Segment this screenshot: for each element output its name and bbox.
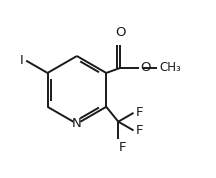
Text: O: O (140, 61, 150, 74)
Text: F: F (136, 106, 143, 119)
Text: CH₃: CH₃ (159, 61, 181, 74)
Text: F: F (136, 124, 143, 137)
Text: I: I (20, 54, 24, 67)
Text: F: F (118, 141, 126, 154)
Text: N: N (72, 117, 82, 130)
Text: O: O (115, 26, 126, 39)
